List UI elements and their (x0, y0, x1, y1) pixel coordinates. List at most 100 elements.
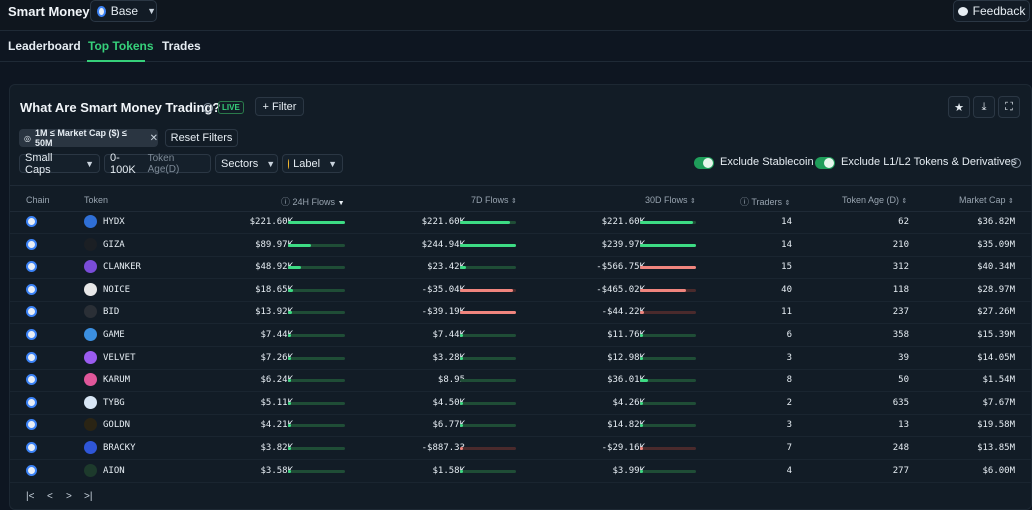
next-page-button[interactable]: > (66, 491, 72, 502)
token-age-filter[interactable]: 0-100K Token Age(D) (104, 152, 211, 176)
token-name[interactable]: NOICE (103, 284, 131, 295)
flow-24h-bar (288, 469, 345, 473)
token-logo-icon (84, 395, 97, 409)
flow-30d-bar-fill (640, 221, 694, 224)
table-row[interactable]: TYBG $5.11K $4.50K $4.26K 2 635 $7.67M (10, 393, 1032, 415)
token-name[interactable]: GAME (103, 330, 125, 340)
feedback-button[interactable]: Feedback (953, 0, 1030, 22)
tab-top-tokens[interactable]: Top Tokens (88, 39, 154, 53)
first-page-button[interactable]: |< (26, 491, 35, 502)
market-cap-filter-chip[interactable]: ◎ 1M ≤ Market Cap ($) ≤ 50M ✕ (19, 128, 158, 148)
flow-30d-bar-fill (640, 424, 644, 428)
tab-leaderboard[interactable]: Leaderboard (8, 39, 81, 53)
col-traders[interactable]: ⓘ Traders ⇕ (740, 195, 790, 208)
exclude-l1l2-toggle[interactable] (815, 157, 835, 169)
base-chain-icon (97, 5, 106, 17)
flow-7d-bar-fill (460, 221, 511, 224)
reset-filters-button[interactable]: Reset Filters (165, 129, 238, 147)
token-name[interactable]: BRACKY (103, 443, 136, 453)
flow-24h-value: $7.44K (260, 330, 293, 340)
token-name[interactable]: VELVET (103, 352, 136, 363)
tab-trades[interactable]: Trades (162, 39, 201, 53)
token-name[interactable]: TYBG (103, 397, 125, 408)
col-7d-flows[interactable]: 7D Flows ⇕ (471, 195, 517, 205)
flow-30d-bar (640, 221, 696, 224)
table-row[interactable]: NOICE $18.65K -$35.04K -$465.02K 40 118 $28.97… (10, 280, 1032, 302)
flow-24h-bar (288, 424, 345, 428)
flow-30d-value: $221.60K (601, 217, 645, 227)
token-name[interactable]: GOLDN (103, 420, 131, 431)
table-row[interactable]: AION $3.58K $1.58K $3.99K 4 277 $6.00M (10, 461, 1032, 483)
base-chain-icon (26, 283, 37, 295)
flow-24h-bar-fill (288, 379, 291, 383)
token-name[interactable]: BID (103, 307, 120, 318)
col-token-age[interactable]: Token Age (D) ⇕ (842, 195, 907, 205)
flow-7d-bar (460, 221, 516, 224)
sort-icon: ⇕ (690, 198, 696, 205)
sectors-dropdown[interactable]: Sectors ▼ (215, 154, 278, 173)
flow-24h-value: $18.65K (255, 284, 293, 295)
table-row[interactable]: CLANKER $48.92K $23.42K -$566.75K 15 312 $40.3… (10, 257, 1032, 280)
sort-desc-icon: ▼ (337, 200, 345, 207)
prev-page-button[interactable]: < (47, 491, 53, 502)
flow-24h-value: $3.58K (260, 465, 293, 476)
token-logo-icon (84, 463, 97, 477)
add-filter-button[interactable]: + Filter (255, 97, 304, 116)
flow-30d-bar (640, 334, 696, 337)
download-button[interactable]: ⤓ (973, 96, 995, 118)
token-age-value: 358 (892, 330, 909, 340)
token-logo-icon (84, 373, 97, 387)
market-cap-value: $27.26M (977, 307, 1015, 318)
token-name[interactable]: KARUM (103, 375, 131, 386)
flow-30d-bar-fill (640, 401, 643, 405)
flow-7d-bar-fill (460, 334, 463, 337)
table-row[interactable]: KARUM $6.24K $8.95 $36.01K 8 50 $1.54M (10, 370, 1032, 393)
col-30d-flows[interactable]: 30D Flows ⇕ (645, 195, 696, 205)
app-title: Smart Money (8, 4, 90, 19)
flow-30d-value: $4.26K (612, 397, 645, 408)
table-row[interactable]: GIZA $89.97K $244.94K $239.97K 14 210 $35.09M (10, 235, 1032, 257)
label-dropdown[interactable]: Label ▼ (282, 154, 343, 173)
token-logo-icon (84, 215, 97, 228)
token-name[interactable]: HYDX (103, 217, 125, 227)
info-icon[interactable]: i (203, 103, 213, 113)
col-market-cap[interactable]: Market Cap ⇕ (959, 195, 1014, 205)
active-tab-indicator (87, 60, 145, 62)
table-row[interactable]: BID $13.92K -$39.19K -$44.22K 11 237 $27.26M (10, 302, 1032, 325)
close-icon[interactable]: ✕ (149, 132, 158, 144)
flow-30d-value: -$44.22K (601, 307, 645, 318)
info-icon[interactable]: i (1011, 158, 1021, 168)
flow-7d-bar (460, 401, 516, 405)
col-24h-flows[interactable]: ⓘ 24H Flows ▼ (281, 195, 345, 208)
flow-30d-bar (640, 288, 696, 292)
filter-label: Filter (271, 100, 297, 113)
base-chain-icon (26, 374, 37, 386)
table-row[interactable]: VELVET $7.26K $3.28K $12.98K 3 39 $14.05M (10, 348, 1032, 370)
flow-24h-value: $4.21K (260, 420, 293, 431)
token-logo-icon (84, 237, 97, 251)
token-age-value: 248 (892, 443, 909, 453)
fullscreen-button[interactable]: ⛶ (998, 96, 1020, 118)
flow-7d-bar-fill (460, 447, 463, 450)
chain-select[interactable]: Base ▼ (90, 0, 157, 22)
table-row[interactable]: GAME $7.44K $7.44K $11.76K 6 358 $15.39M (10, 325, 1032, 347)
token-name[interactable]: AION (103, 465, 125, 476)
flow-30d-bar-fill (640, 469, 643, 473)
token-logo-icon (84, 350, 97, 364)
last-page-button[interactable]: >| (84, 491, 93, 502)
flow-24h-bar-fill (288, 311, 292, 315)
token-age-value: 39 (898, 352, 909, 363)
table-row[interactable]: BRACKY $3.82K -$887.33 -$29.16K 7 248 $13.85M (10, 438, 1032, 460)
table-row[interactable]: GOLDN $4.21K $6.77K $14.82K 3 13 $19.58M (10, 415, 1032, 438)
chevron-down-icon: ▼ (147, 6, 156, 16)
traders-value: 7 (786, 443, 792, 453)
flow-30d-bar-fill (640, 334, 643, 337)
table-row[interactable]: HYDX $221.60K $221.60K $221.60K 14 62 $36.82M (10, 212, 1032, 234)
flow-24h-value: $13.92K (255, 307, 293, 318)
exclude-stablecoin-toggle[interactable] (694, 157, 714, 169)
caps-dropdown[interactable]: Small Caps ▼ (19, 152, 100, 176)
favorite-button[interactable]: ★ (948, 96, 970, 118)
token-name[interactable]: CLANKER (103, 262, 141, 273)
token-name[interactable]: GIZA (103, 239, 125, 250)
flow-30d-value: $36.01K (607, 375, 645, 386)
